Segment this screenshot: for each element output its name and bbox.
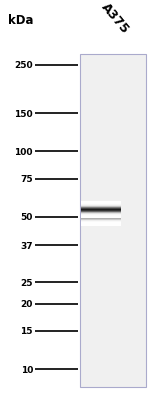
- Text: 37: 37: [20, 241, 33, 250]
- Text: 75: 75: [20, 174, 33, 184]
- Text: 100: 100: [15, 148, 33, 156]
- Text: 20: 20: [21, 299, 33, 308]
- Bar: [81, 220, 121, 221]
- Text: 150: 150: [14, 109, 33, 118]
- Bar: [81, 219, 121, 220]
- Bar: [81, 222, 121, 223]
- Bar: [80, 55, 146, 387]
- Text: 50: 50: [21, 213, 33, 222]
- Bar: [81, 225, 121, 226]
- Bar: [81, 223, 121, 224]
- Text: 25: 25: [21, 278, 33, 287]
- Text: 15: 15: [21, 326, 33, 335]
- Bar: [81, 224, 121, 225]
- Text: A375: A375: [99, 0, 131, 36]
- Text: 10: 10: [21, 365, 33, 374]
- Bar: [81, 218, 121, 219]
- Text: kDa: kDa: [8, 14, 33, 26]
- Bar: [81, 221, 121, 222]
- Text: 250: 250: [14, 61, 33, 70]
